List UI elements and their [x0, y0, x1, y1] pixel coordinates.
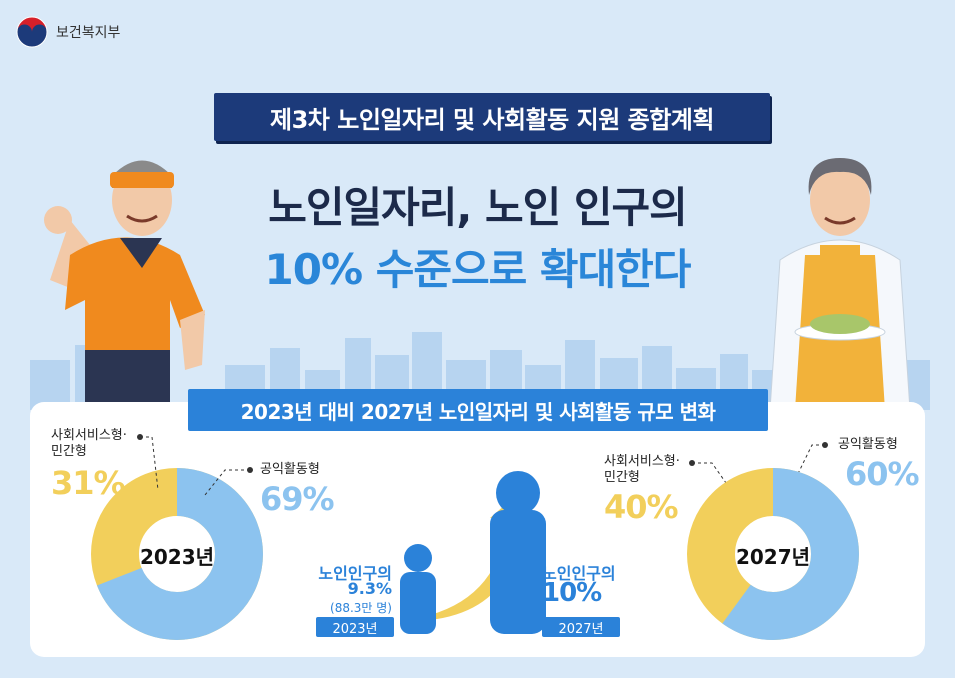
- pop-2027-pct: 10%: [542, 578, 602, 608]
- donut-2027-public-label: 공익활동형: [838, 437, 898, 452]
- donut-2023-social-pct: 31%: [51, 464, 126, 502]
- donut-2027-social-label: 사회서비스형· 민간형: [604, 454, 680, 486]
- plan-title-banner: 제3차 노인일자리 및 사회활동 지원 종합계획: [214, 93, 770, 141]
- pop-2023-note: (88.3만 명): [330, 601, 392, 615]
- donut-2023-social-label-line2: 민간형: [51, 444, 87, 459]
- donut-2027-year: 2027년: [735, 545, 811, 569]
- donut-2027-public-pct: 60%: [845, 455, 920, 493]
- donut-2023-year: 2023년: [139, 545, 215, 569]
- donut-2027-public-slice: [687, 468, 859, 640]
- ministry-logo: 보건복지부: [16, 16, 120, 48]
- elderly-man-worker-illustration: [44, 160, 205, 410]
- donut-2023-public-pct: 69%: [260, 480, 335, 518]
- pop-2027-label: 노인인구의: [542, 564, 616, 583]
- donut-2027-social-label-line1: 사회서비스형·: [604, 454, 680, 469]
- population-growth-illustration: [400, 471, 546, 634]
- taegeuk-icon: [16, 16, 48, 48]
- donut-2027-social-pct: 40%: [604, 488, 679, 526]
- pop-2023-label: 노인인구의: [318, 564, 392, 583]
- donut-2023-public-slice: [91, 468, 263, 640]
- donut-2027-social-label-line2: 민간형: [604, 470, 640, 485]
- ministry-name: 보건복지부: [56, 24, 121, 40]
- elderly-man-chef-illustration: [769, 158, 911, 410]
- pop-2027-year-tag: 2027년: [542, 617, 620, 637]
- donut-2023-social-label: 사회서비스형· 민간형: [51, 428, 127, 460]
- headline-line-2: 10% 수준으로 확대한다: [264, 245, 692, 294]
- headline-line-1: 노인일자리, 노인 인구의: [268, 183, 688, 232]
- pop-2023-year-tag: 2023년: [316, 617, 394, 637]
- donut-2023-social-label-line1: 사회서비스형·: [51, 428, 127, 443]
- donut-chart-2023: [91, 468, 263, 640]
- pop-2023-pct: 9.3%: [347, 579, 392, 598]
- donut-chart-2027: [687, 468, 859, 640]
- comparison-section-banner: 2023년 대비 2027년 노인일자리 및 사회활동 규모 변화: [188, 389, 768, 431]
- donut-2023-public-label: 공익활동형: [260, 462, 320, 477]
